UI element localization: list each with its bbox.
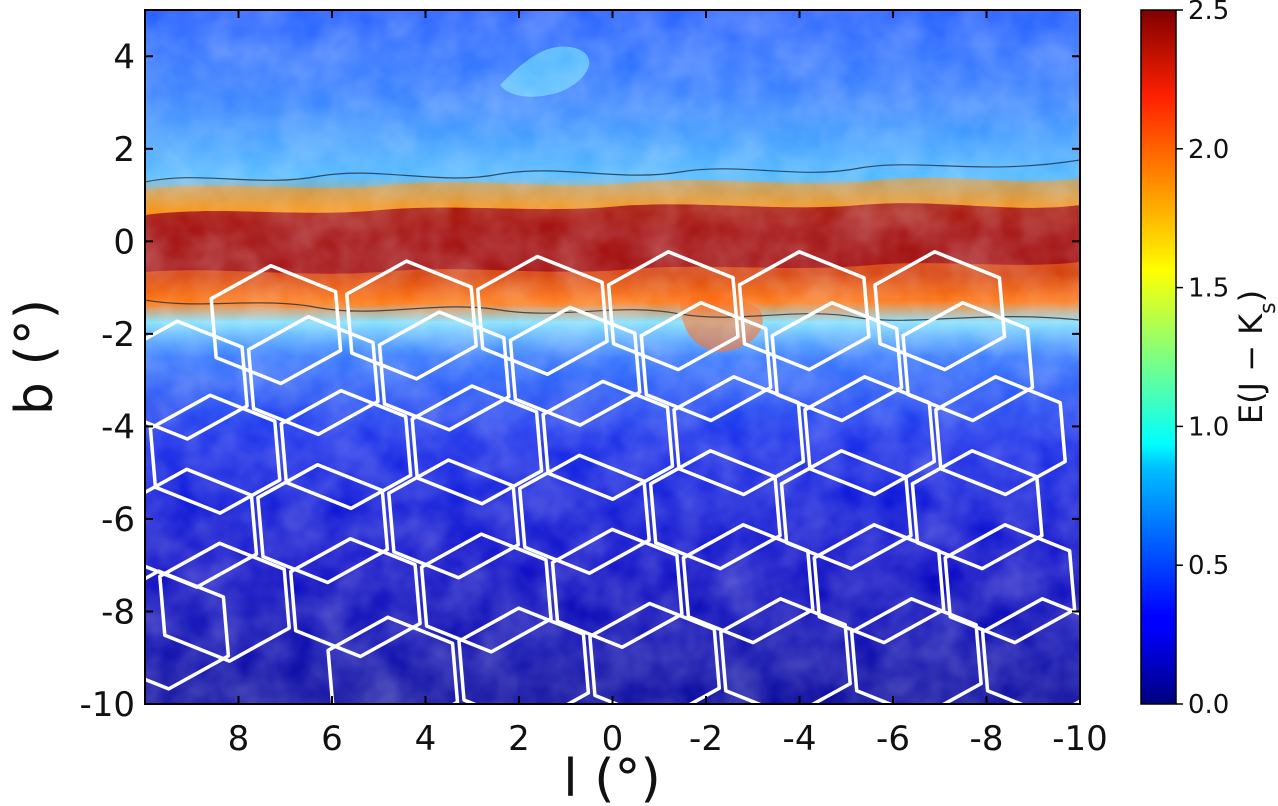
y-tick-label: 2 <box>113 130 135 170</box>
survey-tile-hexagon <box>779 449 913 571</box>
survey-tile-hexagon <box>145 569 231 691</box>
x-axis-title: l (°) <box>563 749 661 806</box>
x-tick-label: -4 <box>783 719 817 759</box>
survey-tile-hexagon <box>475 254 609 377</box>
colorbar-ticks: 0.0 0.5 1.0 1.5 2.0 2.5 <box>1176 0 1229 720</box>
survey-tile-hexagon <box>737 250 871 372</box>
x-tick-label: 4 <box>415 719 437 759</box>
survey-tile-hexagon <box>209 263 343 386</box>
colorbar-tick-label: 2.5 <box>1188 0 1229 26</box>
x-axis-ticks: 8 6 4 2 0 -2 -4 -6 -8 -10 <box>228 10 1108 759</box>
survey-tile-hexagon <box>943 523 1077 645</box>
map-area <box>145 10 1080 704</box>
colorbar: 0.0 0.5 1.0 1.5 2.0 2.5 E(J − Ks) <box>1140 0 1278 720</box>
survey-tile-hexagon <box>550 527 684 649</box>
survey-tile-hexagon <box>148 393 282 515</box>
survey-tile-hexagon <box>457 606 591 704</box>
survey-tile-hexagon <box>517 453 651 575</box>
y-tick-label: 0 <box>113 222 135 262</box>
survey-tile-hexagon <box>980 597 1080 704</box>
survey-tile-hexagon <box>377 310 511 432</box>
survey-tile-hexagon <box>419 532 553 654</box>
survey-tile-hexagon <box>158 541 291 663</box>
y-tick-label: -10 <box>79 685 135 725</box>
y-axis-title: b (°) <box>5 299 65 415</box>
y-tick-label: 4 <box>113 37 135 77</box>
x-tick-label: 2 <box>508 719 530 759</box>
colorbar-title: E(J − Ks) <box>1232 290 1278 424</box>
colorbar-title-subscript: s <box>1256 302 1278 313</box>
survey-tile-hexagon <box>345 259 478 381</box>
survey-tile-hexagon <box>910 449 1044 571</box>
survey-tile-hexagon <box>541 379 675 501</box>
colorbar-tick-label: 0.5 <box>1188 551 1229 581</box>
survey-tile-hexagon <box>803 375 937 497</box>
y-tick-label: -2 <box>101 315 135 355</box>
survey-tile-hexagon <box>387 458 521 580</box>
x-tick-label: -8 <box>970 719 1004 759</box>
survey-tile-hexagon <box>849 597 983 704</box>
survey-tile-hexagon <box>145 319 249 441</box>
survey-tile-hexagon <box>639 300 773 423</box>
survey-tile-hexagon <box>288 536 422 659</box>
survey-tile-hexagon <box>873 250 1007 372</box>
survey-tile-hexagon <box>934 375 1067 497</box>
x-tick-label: 6 <box>321 719 343 759</box>
survey-tile-hexagon <box>648 449 782 571</box>
survey-tile-hexagon <box>508 305 642 427</box>
x-tick-label: 0 <box>602 719 624 759</box>
survey-tile-hexagon <box>770 300 904 423</box>
survey-tile-hexagon <box>279 388 413 511</box>
y-tick-label: -6 <box>101 500 135 540</box>
colorbar-tick-label: 1.5 <box>1188 274 1229 304</box>
x-tick-label: -2 <box>689 719 723 759</box>
x-tick-label: 8 <box>228 719 250 759</box>
survey-tile-hexagon <box>256 462 390 585</box>
survey-tile-hexagon <box>901 300 1035 423</box>
colorbar-tick-label: 2.0 <box>1188 135 1229 165</box>
colorbar-tick-label: 0.0 <box>1188 690 1229 720</box>
survey-tile-hexagon <box>326 615 460 704</box>
survey-tile-hexagon <box>588 601 722 704</box>
y-tick-label: -8 <box>101 592 135 632</box>
y-tick-label: -4 <box>101 407 135 447</box>
contour-lower <box>145 299 1080 321</box>
survey-tile-hexagon <box>719 597 852 704</box>
survey-tile-hexagon <box>246 314 380 437</box>
colorbar-gradient <box>1140 9 1177 705</box>
survey-tile-hexagon <box>672 375 806 497</box>
colorbar-tick-label: 1.0 <box>1188 412 1229 442</box>
x-tick-label: -10 <box>1052 719 1108 759</box>
contour-upper <box>145 159 1080 183</box>
survey-tile-hexagon <box>410 384 544 506</box>
survey-tile-hexagon <box>681 523 815 645</box>
survey-tile-hexagon <box>606 250 740 372</box>
y-axis-ticks: 4 2 0 -2 -4 -6 -8 -10 <box>79 37 1080 725</box>
x-tick-label: -6 <box>876 719 910 759</box>
noise-overlay <box>145 10 1080 704</box>
survey-tile-hexagon <box>812 523 946 645</box>
survey-tiles <box>145 250 1080 704</box>
